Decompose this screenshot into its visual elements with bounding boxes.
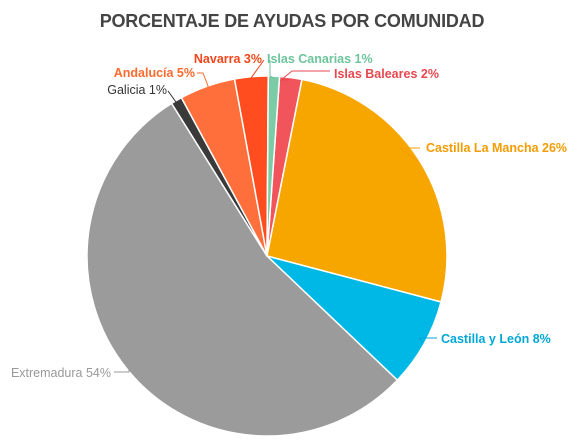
leader-line — [114, 368, 130, 373]
pie-slice-islas-canarias — [266, 75, 281, 257]
chart-title: PORCENTAJE DE AYUDAS POR COMUNIDAD — [99, 11, 485, 31]
leader-line — [167, 90, 178, 103]
slices-layer — [86, 75, 448, 437]
pie-slice-castilla-y-le-n — [266, 255, 442, 381]
slice-label: Extremadura 54% — [11, 366, 111, 380]
slice-label: Galicia 1% — [107, 83, 167, 97]
leader-line — [197, 72, 209, 89]
leader-line — [279, 70, 330, 81]
leader-line — [250, 59, 265, 79]
slice-label: Castilla La Mancha 26% — [426, 141, 567, 155]
pie-slice-castilla-la-mancha — [266, 78, 448, 303]
leader-line — [419, 337, 437, 344]
slice-label: Navarra 3% — [194, 52, 262, 66]
labels-layer: Islas Baleares 2% Castilla La Mancha 26% C… — [11, 52, 567, 380]
slice-label: Islas Baleares 2% — [334, 67, 439, 81]
pie-slice-extremadura — [86, 102, 399, 437]
leader-line — [269, 60, 275, 79]
slice-label: Andalucía 5% — [114, 66, 195, 80]
leaders-layer — [114, 59, 437, 373]
slice-label: Islas Canarias 1% — [267, 52, 373, 66]
slice-label: Castilla y León 8% — [441, 332, 551, 346]
leader-line — [398, 147, 420, 163]
